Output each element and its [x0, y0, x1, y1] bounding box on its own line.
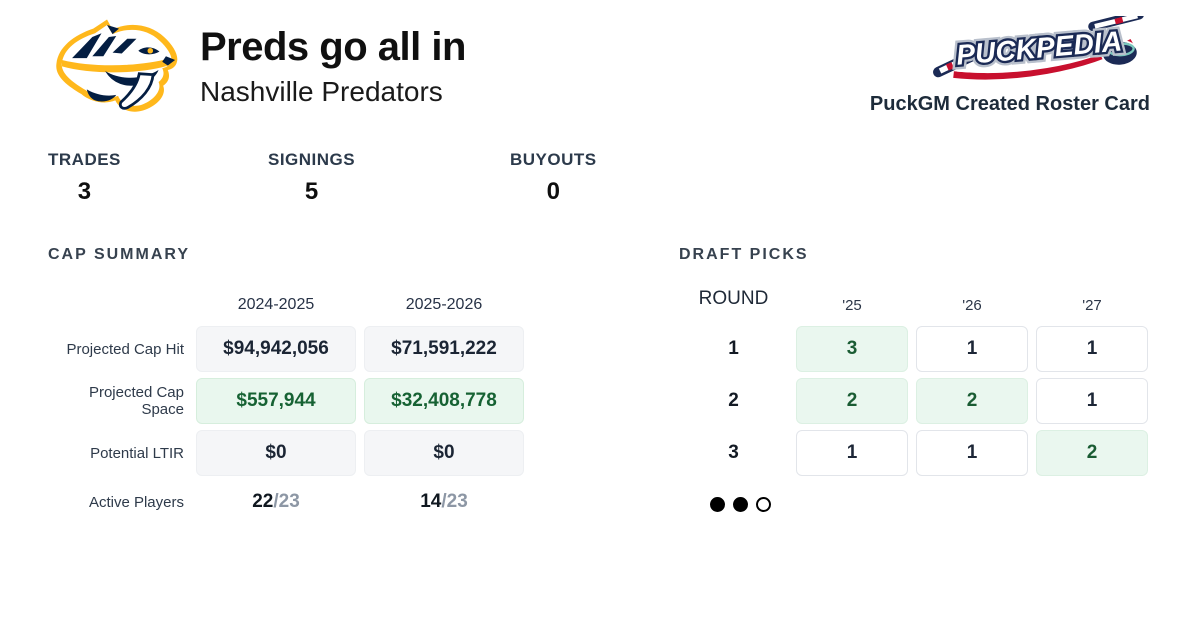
picks-round3-25: 1	[796, 430, 908, 476]
cap-hit-label: Projected Cap Hit	[66, 340, 184, 358]
cap-hit-value-2025: $71,591,222	[364, 326, 524, 372]
ltir-value-2024: $0	[196, 430, 356, 476]
draft-picks-table: ROUND '25 '26 '27 1 3 1 1 2 2 2 1 3 1 1 …	[679, 288, 1148, 476]
draft-picks-section: DRAFT PICKS ROUND '25 '26 '27 1 3 1 1 2 …	[679, 246, 1148, 512]
cap-space-value-2025: $32,408,778	[364, 378, 524, 424]
stat-buyouts: BUYOUTS 0	[510, 150, 597, 206]
predators-logo-icon	[56, 19, 178, 112]
header-titles: Preds go all in Nashville Predators	[200, 26, 466, 106]
stat-trades-value: 3	[77, 178, 92, 205]
ltir-value-2025: $0	[364, 430, 524, 476]
cap-space-label: Projected Cap Space	[88, 384, 184, 418]
cap-space-value-2024: $557,944	[196, 378, 356, 424]
pagination-dot-2[interactable]	[733, 497, 748, 512]
active-count: 14	[420, 491, 442, 512]
active-players-2024: 22/23	[196, 491, 356, 513]
picks-round1-27: 1	[1036, 326, 1148, 372]
picks-round2-26: 2	[916, 378, 1028, 424]
active-players-2025: 14/23	[364, 491, 524, 513]
roster-capacity: /23	[441, 491, 468, 512]
active-players-label: Active Players	[88, 493, 184, 511]
active-count: 22	[252, 491, 274, 512]
page-title: Preds go all in	[200, 25, 466, 69]
stat-buyouts-value: 0	[546, 178, 560, 205]
cap-hit-value-2024: $94,942,056	[196, 326, 356, 372]
cap-summary-title: CAP SUMMARY	[48, 246, 191, 263]
stat-signings-label: SIGNINGS	[268, 150, 356, 169]
pagination-dot-3[interactable]	[756, 497, 771, 512]
stat-signings: SIGNINGS 5	[268, 150, 355, 206]
picks-round2-25: 2	[796, 378, 908, 424]
picks-round3-26: 1	[916, 430, 1028, 476]
stat-trades-label: TRADES	[48, 150, 121, 169]
stat-trades: TRADES 3	[48, 150, 121, 206]
round-column-header: ROUND	[698, 288, 769, 309]
season-column-header: 2025-2026	[405, 296, 483, 313]
roster-capacity: /23	[273, 491, 300, 512]
picks-round2-27: 1	[1036, 378, 1148, 424]
round-2-label: 2	[728, 390, 739, 411]
carousel-pagination	[710, 497, 1148, 512]
year-column-header: '25	[842, 296, 862, 314]
puckpedia-wordmark: PUCKPEDIA	[955, 24, 1123, 70]
brand-tagline: PuckGM Created Roster Card	[869, 93, 1150, 115]
puckpedia-logo-icon: PUCKPEDIA PUCKPEDIA	[933, 10, 1144, 80]
round-3-label: 3	[728, 442, 739, 463]
pagination-dot-1[interactable]	[710, 497, 725, 512]
picks-round3-27: 2	[1036, 430, 1148, 476]
year-column-header: '27	[1082, 296, 1102, 314]
brand-block: PUCKPEDIA PUCKPEDIA PuckGM Created Roste…	[850, 10, 1150, 116]
season-column-header: 2024-2025	[237, 296, 315, 313]
cap-summary-section: CAP SUMMARY 2024-2025 2025-2026 Projecte…	[48, 246, 524, 522]
picks-round1-26: 1	[916, 326, 1028, 372]
stat-buyouts-label: BUYOUTS	[510, 150, 597, 169]
round-1-label: 1	[728, 338, 739, 359]
team-name: Nashville Predators	[200, 76, 443, 107]
ltir-label: Potential LTIR	[90, 444, 184, 462]
year-column-header: '26	[962, 296, 982, 314]
draft-picks-title: DRAFT PICKS	[679, 246, 809, 263]
stat-signings-value: 5	[304, 178, 319, 205]
picks-round1-25: 3	[796, 326, 908, 372]
cap-summary-table: 2024-2025 2025-2026 Projected Cap Hit $9…	[48, 290, 524, 522]
